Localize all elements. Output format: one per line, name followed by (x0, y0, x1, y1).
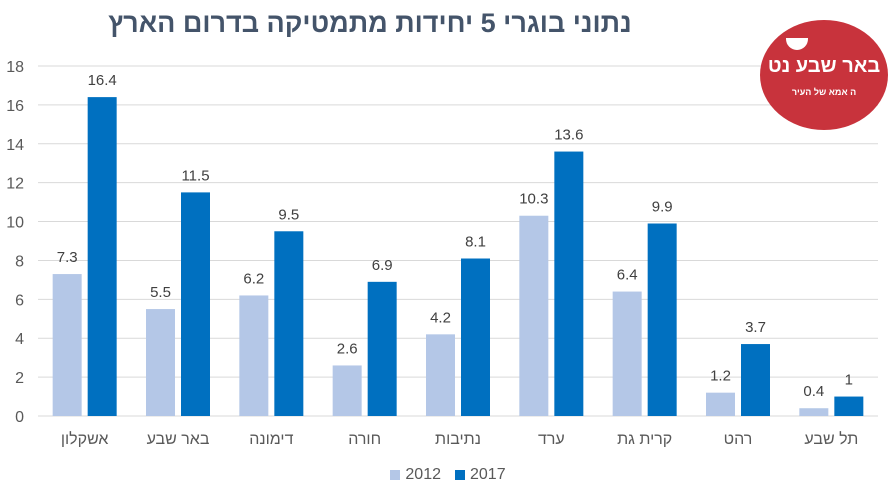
data-label: 0.4 (803, 383, 824, 400)
y-tick-label: 12 (6, 176, 24, 193)
bar-2017 (274, 231, 304, 416)
bar-2017 (181, 192, 210, 416)
data-label: 13.6 (554, 127, 583, 144)
bar-2012 (146, 309, 175, 416)
bar-2017 (87, 97, 117, 416)
legend-swatch (455, 470, 465, 480)
bar-2017 (367, 281, 397, 416)
x-tick-label: תל שבע (804, 430, 858, 448)
logo-main-text: באר שבע נט (767, 55, 881, 77)
x-tick-label: נתיבות (435, 431, 481, 448)
data-label: 16.4 (88, 72, 117, 89)
y-tick-label: 2 (15, 370, 24, 387)
bar-2017 (461, 258, 490, 416)
data-label: 2.6 (337, 340, 358, 357)
logo-sub-text: ה אמא של העיר (791, 87, 857, 97)
bar-2012 (612, 291, 642, 416)
bar-2012 (519, 215, 549, 416)
data-label: 10.3 (519, 191, 548, 208)
y-tick-label: 4 (15, 331, 24, 348)
data-label: 9.5 (278, 206, 299, 223)
legend-label: 2017 (470, 466, 506, 483)
legend-label: 2012 (405, 466, 441, 483)
x-tick-label: קרית גת (617, 431, 672, 448)
logo-bowl-icon (786, 38, 808, 50)
data-label: 11.5 (181, 167, 209, 184)
data-label: 6.4 (617, 267, 638, 284)
legend: 2012 2017 (0, 466, 896, 484)
y-tick-label: 10 (6, 215, 24, 232)
data-label: 1.2 (710, 368, 731, 385)
y-tick-label: 18 (6, 59, 24, 76)
logo: באר שבע נט ה אמא של העיר (760, 20, 888, 130)
data-label: 6.2 (243, 270, 264, 287)
data-label: 8.1 (465, 234, 486, 251)
data-label: 4.2 (430, 309, 451, 326)
legend-item-2012: 2012 (390, 466, 441, 484)
y-tick-label: 14 (6, 137, 24, 154)
x-tick-label: ערד (538, 431, 565, 448)
data-label: 1 (845, 372, 853, 389)
bar-2012 (52, 274, 82, 416)
x-tick-label: חורה (348, 431, 381, 448)
x-tick-label: רהט (724, 431, 753, 448)
y-tick-label: 16 (6, 98, 24, 115)
x-tick-label: אשקלון (61, 430, 109, 448)
x-tick-label: באר שבע (147, 431, 210, 448)
x-tick-label: דימונה (249, 431, 293, 448)
bar-2017 (554, 151, 584, 417)
chart-title: נתוני בוגרי 5 יחידות מתמטיקה בדרום הארץ (108, 8, 632, 38)
bar-2017 (741, 344, 770, 416)
data-label: 6.9 (372, 257, 393, 274)
y-tick-label: 8 (15, 253, 24, 270)
bar-2012 (426, 334, 455, 416)
legend-item-2017: 2017 (455, 466, 506, 484)
bar-2012 (706, 392, 735, 416)
data-label: 7.3 (57, 249, 78, 266)
y-tick-label: 6 (15, 292, 24, 309)
data-label: 9.9 (652, 199, 673, 216)
data-label: 3.7 (745, 319, 766, 336)
bar-2017 (834, 396, 864, 416)
bar-2017 (647, 223, 677, 416)
data-label: 5.5 (150, 284, 171, 301)
bar-2012 (239, 295, 269, 416)
y-tick-label: 0 (15, 409, 24, 426)
bar-2012 (799, 408, 829, 416)
legend-swatch (390, 470, 401, 480)
bar-2012 (332, 365, 362, 416)
